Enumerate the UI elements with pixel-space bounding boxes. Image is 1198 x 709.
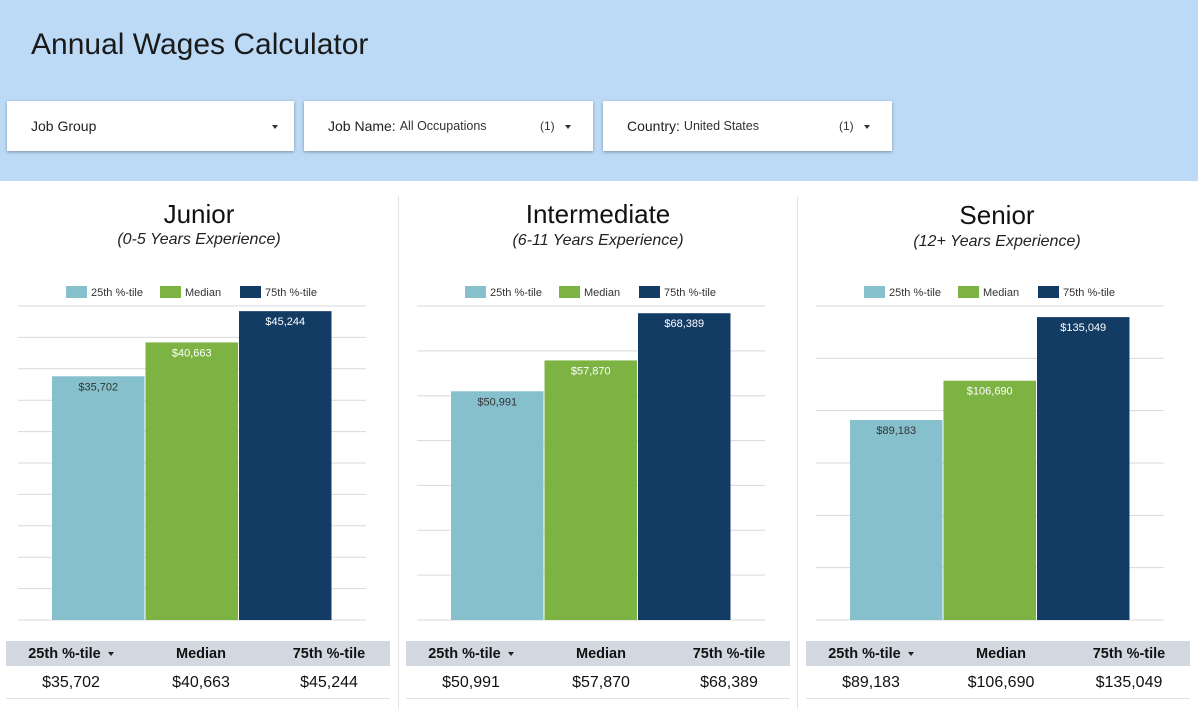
senior-bar-chart: 25th %-tile Median 75th %-tile $89,183 $106,… — [816, 286, 1164, 621]
panel-title: Senior — [959, 200, 1035, 230]
data-label: $35,702 — [78, 381, 118, 393]
legend-label: Median — [983, 287, 1019, 299]
table-cell-p75: $68,389 — [700, 674, 758, 691]
chevron-down-icon — [565, 125, 571, 129]
table-row: $35,702 $40,663 $45,244 — [6, 668, 390, 699]
panel-subtitle: (0-5 Years Experience) — [117, 231, 281, 248]
bar — [638, 313, 731, 620]
legend-label: 75th %-tile — [1063, 287, 1115, 299]
legend-swatch — [864, 286, 885, 298]
sort-down-icon — [907, 652, 914, 657]
job-name-count: (1) — [540, 119, 555, 133]
table-header-p75: 75th %-tile — [1092, 646, 1166, 662]
legend-swatch — [559, 286, 580, 298]
country-label: Country: — [627, 118, 680, 134]
table-cell-p25: $89,183 — [842, 674, 900, 691]
bar — [145, 342, 238, 620]
job-name-dropdown[interactable]: Job Name: All Occupations (1) — [304, 101, 593, 151]
data-label: $89,183 — [876, 425, 916, 437]
country-dropdown[interactable]: Country: United States (1) — [603, 101, 892, 151]
junior-bar-chart: 25th %-tile Median 75th %-tile $35,702 $40,6… — [18, 286, 366, 621]
table-header-median: Median — [176, 646, 226, 662]
table-cell-p75: $45,244 — [300, 674, 358, 691]
panel-divider — [797, 196, 798, 709]
table-header-median: Median — [976, 646, 1026, 662]
legend-label: 75th %-tile — [664, 287, 716, 299]
sort-down-icon — [507, 652, 514, 657]
panel-divider — [398, 196, 399, 709]
panel-title: Intermediate — [525, 199, 671, 229]
senior-panel: Senior (12+ Years Experience) 25th %-til… — [798, 196, 1196, 709]
legend-label: 25th %-tile — [490, 287, 542, 299]
legend-swatch — [240, 286, 261, 298]
table-cell-median: $57,870 — [572, 674, 630, 691]
job-name-value: All Occupations — [399, 119, 487, 133]
legend-label: Median — [185, 287, 221, 299]
junior-panel: Junior (0-5 Years Experience) 25th %-til… — [0, 196, 398, 709]
table-cell-p25: $35,702 — [42, 674, 100, 691]
legend-swatch — [958, 286, 979, 298]
legend-label: 25th %-tile — [889, 287, 941, 299]
data-label: $68,389 — [664, 318, 704, 330]
legend-swatch — [639, 286, 660, 298]
legend-label: Median — [584, 287, 620, 299]
panel-title: Junior — [163, 199, 235, 229]
table-header-p25[interactable]: 25th %-tile — [406, 646, 536, 662]
bar — [239, 311, 332, 620]
chevron-down-icon — [864, 125, 870, 129]
bar — [52, 376, 145, 620]
table-cell-p75: $135,049 — [1095, 674, 1163, 691]
data-label: $135,049 — [1060, 322, 1106, 334]
table-header-median: Median — [576, 646, 626, 662]
table-header: 25th %-tile Median 75th %-tile — [406, 641, 790, 666]
data-label: $57,870 — [571, 365, 611, 377]
intermediate-panel: Intermediate (6-11 Years Experience) 25t… — [399, 196, 797, 709]
panel-subtitle: (6-11 Years Experience) — [512, 232, 684, 249]
header-band: Annual Wages Calculator Job Group Job Na… — [0, 0, 1198, 181]
job-name-label: Job Name: — [328, 118, 396, 134]
table-header-p25[interactable]: 25th %-tile — [6, 646, 136, 662]
table-row: $89,183 $106,690 $135,049 — [806, 668, 1190, 699]
table-header: 25th %-tile Median 75th %-tile — [806, 641, 1190, 666]
bar — [943, 380, 1036, 620]
legend-swatch — [1038, 286, 1059, 298]
data-label: $40,663 — [172, 347, 212, 359]
chevron-down-icon — [272, 125, 278, 129]
legend-label: 75th %-tile — [265, 287, 317, 299]
country-count: (1) — [839, 119, 854, 133]
sort-down-icon — [107, 652, 114, 657]
legend-swatch — [66, 286, 87, 298]
job-group-dropdown[interactable]: Job Group — [7, 101, 294, 151]
table-header: 25th %-tile Median 75th %-tile — [6, 641, 390, 666]
bar — [850, 419, 943, 620]
table-header-p75: 75th %-tile — [292, 646, 366, 662]
data-label: $106,690 — [967, 386, 1013, 398]
table-cell-median: $106,690 — [967, 674, 1035, 691]
bar — [544, 360, 637, 620]
legend-label: 25th %-tile — [91, 287, 143, 299]
intermediate-bar-chart: 25th %-tile Median 75th %-tile $50,991 $57,8… — [417, 286, 765, 621]
data-label: $45,244 — [265, 316, 305, 328]
legend-swatch — [160, 286, 181, 298]
table-header-p25[interactable]: 25th %-tile — [806, 646, 936, 662]
data-label: $50,991 — [477, 396, 517, 408]
app-title: Annual Wages Calculator — [31, 28, 369, 61]
panel-subtitle: (12+ Years Experience) — [913, 233, 1081, 250]
job-group-label: Job Group — [31, 118, 97, 134]
bar — [1037, 317, 1130, 620]
table-cell-median: $40,663 — [172, 674, 230, 691]
table-header-p75: 75th %-tile — [692, 646, 766, 662]
legend-swatch — [465, 286, 486, 298]
table-cell-p25: $50,991 — [442, 674, 500, 691]
bar — [451, 391, 544, 620]
country-value: United States — [683, 119, 759, 133]
table-row: $50,991 $57,870 $68,389 — [406, 668, 790, 699]
